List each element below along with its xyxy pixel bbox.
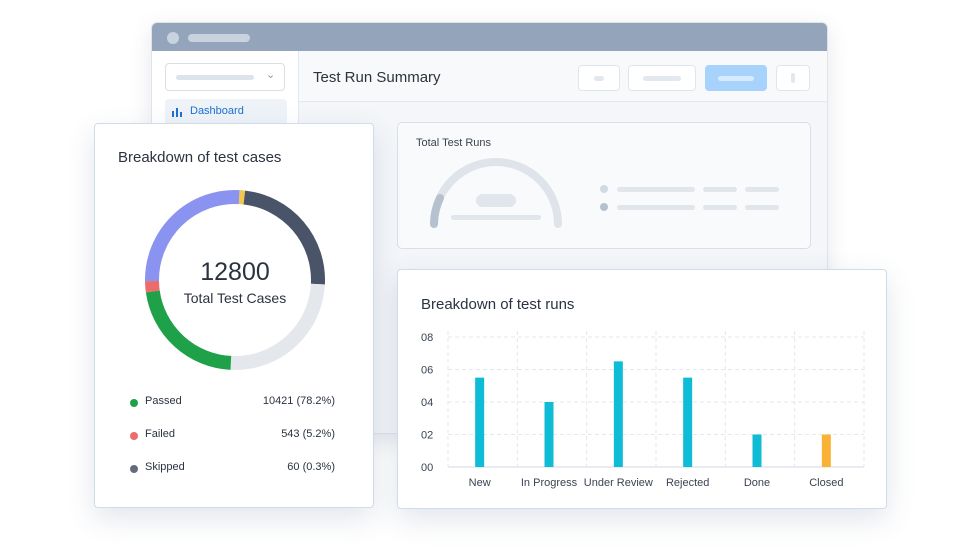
total-value: 12800 <box>200 258 270 286</box>
legend-placeholder <box>745 187 779 192</box>
legend-placeholder <box>703 205 737 210</box>
bar-chart-icon <box>172 108 182 117</box>
legend-placeholder <box>703 187 737 192</box>
legend-dot <box>130 432 138 440</box>
legend-value: 60 (0.3%) <box>287 461 335 473</box>
x-tick-label: Rejected <box>666 477 709 489</box>
legend-value: 10421 (78.2%) <box>262 395 335 407</box>
y-tick-label: 06 <box>421 365 433 377</box>
button-placeholder <box>718 76 754 81</box>
test-runs-breakdown-card: Breakdown of test runs 00 02 04 06 08 New In P… <box>397 269 887 509</box>
x-tick-label: Done <box>744 477 770 489</box>
select-placeholder <box>176 75 254 80</box>
card-title: Total Test Runs <box>416 137 492 149</box>
y-tick-label: 08 <box>421 332 433 344</box>
donut-segment <box>230 283 325 370</box>
gauge-fill <box>430 194 444 228</box>
donut-segment <box>243 190 325 285</box>
bar[interactable] <box>475 377 485 467</box>
x-tick-label: New <box>469 477 491 489</box>
legend-label: Passed <box>145 395 182 407</box>
gauge-label-placeholder <box>451 215 541 220</box>
secondary-button[interactable] <box>628 65 696 91</box>
y-tick-label: 04 <box>421 397 433 409</box>
legend-placeholder <box>745 205 779 210</box>
y-tick-label: 00 <box>421 462 433 474</box>
legend-dot <box>600 185 608 193</box>
legend-value: 543 (5.2%) <box>281 428 335 440</box>
bar[interactable] <box>821 434 831 468</box>
icon-button[interactable] <box>578 65 620 91</box>
legend-dot <box>130 465 138 473</box>
bar[interactable] <box>752 434 762 468</box>
bar-chart: 00 02 04 06 08 New In Progress Under Review Reje… <box>421 331 865 489</box>
total-test-runs-card: Total Test Runs <box>397 122 811 249</box>
card-title: Breakdown of test runs <box>421 296 575 313</box>
project-select[interactable]: ⌄ <box>165 63 285 91</box>
sidebar-item-dashboard[interactable]: Dashboard <box>165 99 287 125</box>
legend-placeholder <box>617 205 695 210</box>
gauge <box>430 158 562 228</box>
test-cases-breakdown-card: Breakdown of test cases 12800 Total Test… <box>94 123 374 508</box>
gauge-value-placeholder <box>476 194 516 207</box>
legend-dot <box>130 399 138 407</box>
legend-placeholder <box>617 187 695 192</box>
bar[interactable] <box>613 361 623 467</box>
x-tick-label: Under Review <box>584 477 653 489</box>
page-title: Test Run Summary <box>313 69 441 86</box>
button-placeholder <box>643 76 681 81</box>
x-tick-label: In Progress <box>521 477 578 489</box>
more-button[interactable] <box>776 65 810 91</box>
legend-row-failed: Failed 543 (5.2%) <box>130 428 335 444</box>
primary-button[interactable] <box>705 65 767 91</box>
legend-row-skipped: Skipped 60 (0.3%) <box>130 461 335 477</box>
icon-placeholder <box>594 76 604 81</box>
legend-label: Skipped <box>145 461 185 473</box>
card-title: Breakdown of test cases <box>118 149 282 166</box>
donut-segment <box>145 280 160 293</box>
total-label: Total Test Cases <box>183 290 287 306</box>
donut-segment <box>145 190 240 282</box>
donut-chart <box>145 190 325 370</box>
donut-segment <box>145 290 232 370</box>
window-control-icon[interactable] <box>167 32 179 44</box>
legend-dot <box>600 203 608 211</box>
y-tick-label: 02 <box>421 430 433 442</box>
legend-label: Failed <box>145 428 175 440</box>
bar[interactable] <box>544 402 554 467</box>
x-tick-label: Closed <box>809 477 843 489</box>
main-header: Test Run Summary <box>299 51 827 102</box>
more-icon <box>791 73 795 83</box>
chevron-down-icon: ⌄ <box>266 69 276 81</box>
legend-row-passed: Passed 10421 (78.2%) <box>130 395 335 411</box>
bar[interactable] <box>683 377 693 467</box>
title-placeholder <box>188 34 250 42</box>
sidebar-item-label: Dashboard <box>190 105 244 117</box>
title-bar <box>152 23 827 51</box>
gauge-track <box>430 158 562 228</box>
